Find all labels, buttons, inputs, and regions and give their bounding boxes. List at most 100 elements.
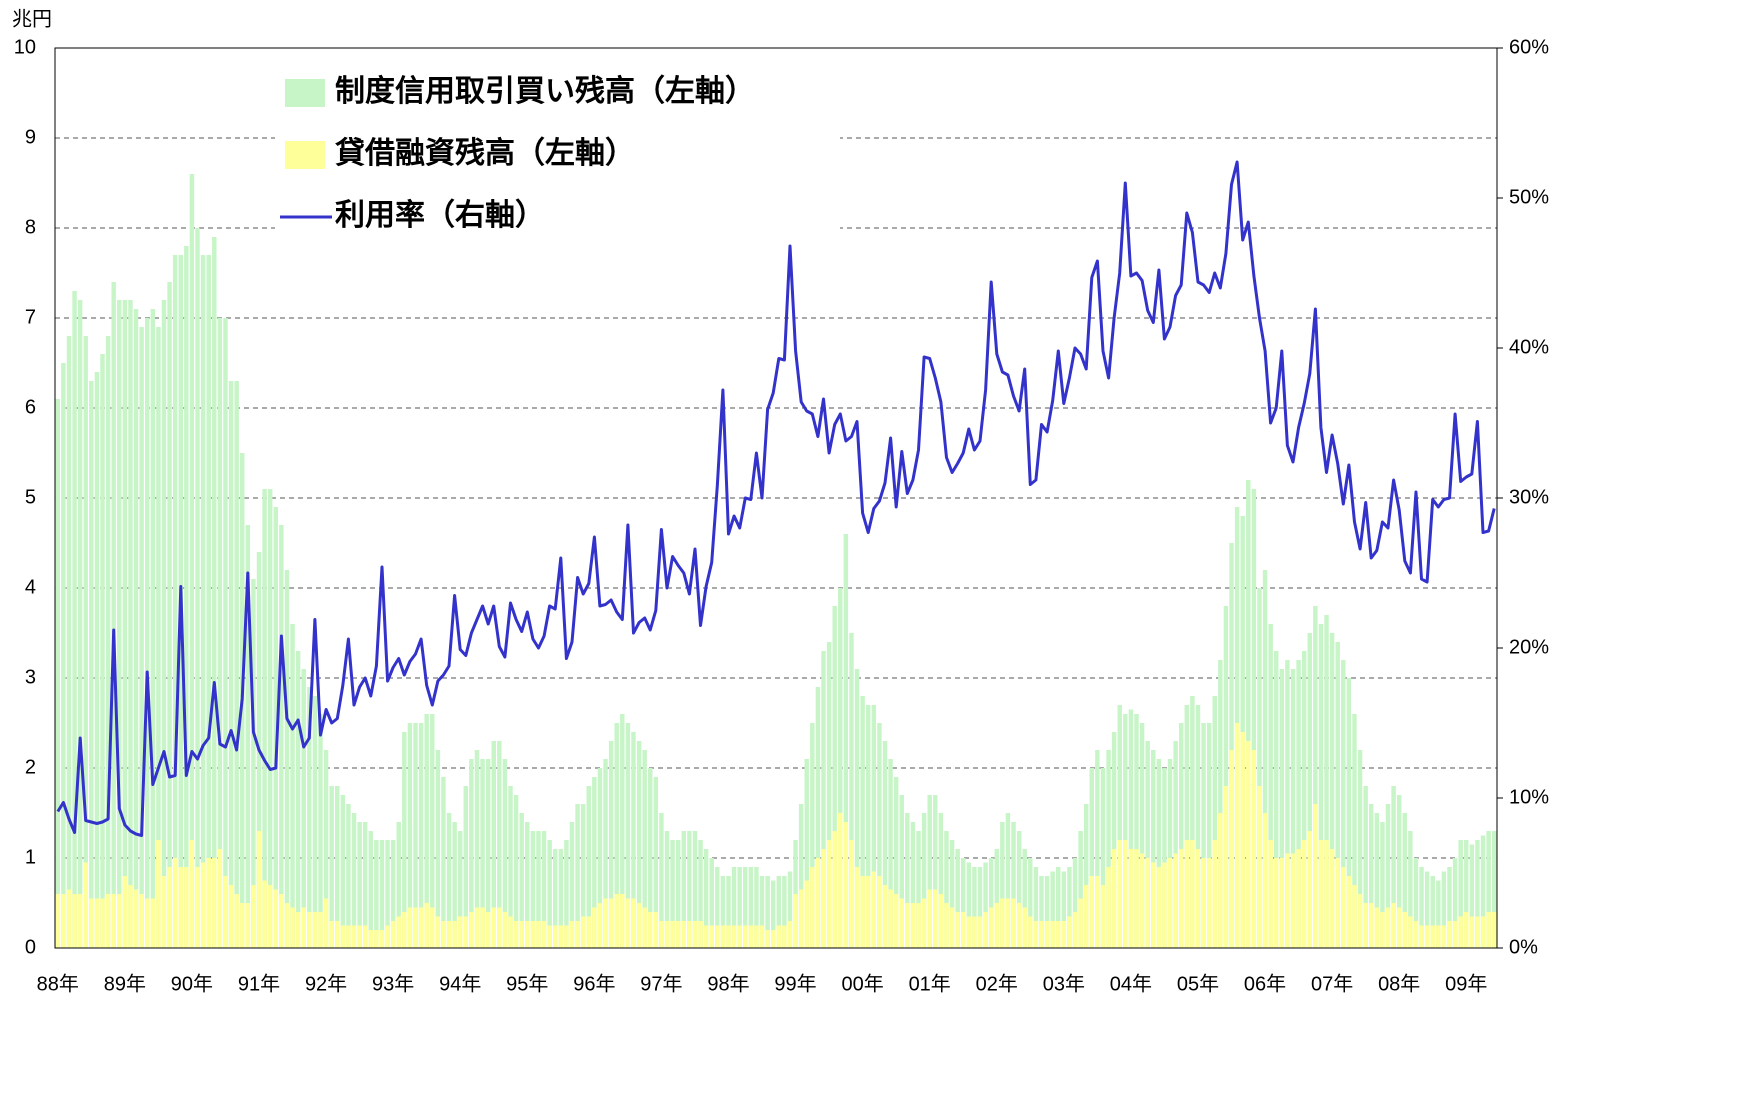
bar bbox=[1491, 831, 1497, 948]
bar bbox=[1290, 853, 1296, 948]
bar bbox=[966, 862, 972, 948]
bar bbox=[256, 831, 262, 948]
bar bbox=[642, 907, 647, 948]
x-tick-label: 02年 bbox=[976, 972, 1018, 995]
bar bbox=[692, 921, 698, 948]
bar bbox=[318, 912, 323, 948]
bar bbox=[743, 867, 748, 948]
bar bbox=[927, 889, 932, 948]
bar bbox=[1178, 849, 1184, 948]
bar bbox=[206, 858, 211, 948]
bar bbox=[787, 921, 793, 948]
bar bbox=[1033, 867, 1039, 948]
bar bbox=[888, 889, 893, 948]
bar bbox=[871, 705, 877, 948]
bar bbox=[798, 889, 804, 948]
bar bbox=[61, 363, 66, 948]
bar bbox=[1262, 813, 1268, 948]
bar bbox=[508, 786, 513, 948]
bar bbox=[1011, 898, 1016, 948]
bar bbox=[502, 912, 508, 948]
bar bbox=[1240, 732, 1245, 948]
bar bbox=[726, 876, 731, 948]
bar bbox=[910, 822, 916, 948]
bar bbox=[284, 570, 290, 948]
bar bbox=[564, 925, 569, 948]
x-tick-label: 01年 bbox=[909, 972, 951, 995]
bar bbox=[888, 759, 893, 948]
bar bbox=[1396, 795, 1402, 948]
bar bbox=[329, 921, 334, 948]
bar bbox=[994, 903, 1000, 948]
bar bbox=[245, 525, 251, 948]
bar bbox=[698, 921, 703, 948]
bar bbox=[1369, 903, 1374, 948]
bar bbox=[1419, 925, 1424, 948]
bar bbox=[1218, 813, 1223, 948]
bar bbox=[759, 925, 765, 948]
bar bbox=[1028, 858, 1033, 948]
bar bbox=[1139, 853, 1145, 948]
bar bbox=[1313, 606, 1318, 948]
legend-label: 利用率（右軸） bbox=[335, 198, 545, 232]
bar bbox=[469, 912, 474, 948]
bar bbox=[614, 723, 619, 948]
bar bbox=[877, 876, 882, 948]
bar bbox=[519, 813, 524, 948]
bar bbox=[1273, 651, 1279, 948]
bar bbox=[972, 916, 977, 948]
bar bbox=[111, 282, 116, 948]
bar bbox=[1257, 786, 1262, 948]
bar bbox=[636, 903, 642, 948]
bar bbox=[111, 894, 116, 948]
bar bbox=[558, 925, 564, 948]
bar bbox=[1022, 849, 1027, 948]
bar bbox=[905, 903, 910, 948]
x-tick-label: 03年 bbox=[1043, 972, 1085, 995]
bar bbox=[262, 489, 267, 948]
bar bbox=[899, 898, 904, 948]
bar bbox=[1486, 912, 1491, 948]
bar bbox=[1100, 768, 1106, 948]
bar bbox=[167, 867, 172, 948]
bar bbox=[61, 894, 66, 948]
bar bbox=[1424, 925, 1430, 948]
bar bbox=[770, 930, 776, 948]
bar bbox=[200, 862, 206, 948]
bar bbox=[536, 921, 541, 948]
bar bbox=[463, 916, 469, 948]
bar bbox=[195, 867, 200, 948]
bar bbox=[1346, 678, 1352, 948]
x-tick-label: 07年 bbox=[1311, 972, 1353, 995]
bar bbox=[83, 862, 88, 948]
bar bbox=[821, 849, 826, 948]
bar bbox=[726, 925, 731, 948]
bar bbox=[664, 831, 670, 948]
bar bbox=[1139, 723, 1145, 948]
bar bbox=[144, 318, 150, 948]
bar bbox=[933, 795, 938, 948]
bar bbox=[1128, 709, 1134, 948]
bar bbox=[1039, 876, 1044, 948]
bar bbox=[1430, 876, 1435, 948]
bar bbox=[720, 876, 726, 948]
bar bbox=[390, 840, 396, 948]
bar bbox=[1273, 858, 1279, 948]
bar bbox=[1447, 867, 1452, 948]
bar bbox=[715, 867, 720, 948]
bar bbox=[335, 921, 340, 948]
bar bbox=[497, 907, 502, 948]
bar bbox=[117, 894, 122, 948]
bar bbox=[860, 696, 865, 948]
bar bbox=[1346, 876, 1352, 948]
bar bbox=[251, 885, 256, 948]
bar bbox=[525, 822, 530, 948]
bar bbox=[1469, 844, 1475, 948]
bar bbox=[117, 300, 122, 948]
bar bbox=[625, 723, 631, 948]
x-tick-label: 95年 bbox=[506, 972, 548, 995]
bar bbox=[1173, 853, 1178, 948]
bar bbox=[1050, 921, 1055, 948]
bar bbox=[430, 714, 435, 948]
bar bbox=[1380, 822, 1385, 948]
